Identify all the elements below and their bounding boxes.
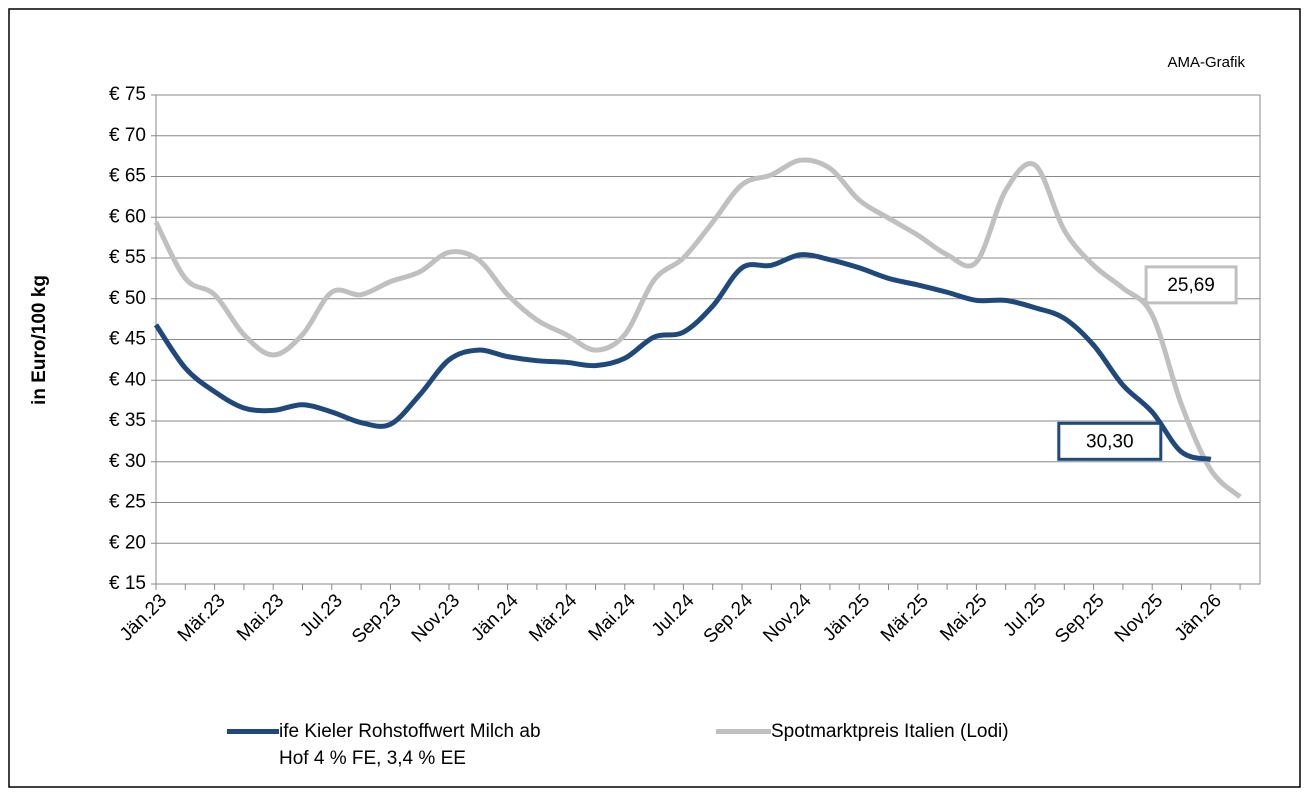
line xyxy=(153,157,1242,499)
y-tick-label: € 55 xyxy=(109,247,146,268)
y-tick-label: € 50 xyxy=(109,288,146,309)
annotation: AMA-Grafik xyxy=(1167,54,1245,71)
y-tick-label: € 30 xyxy=(109,451,146,472)
y-tick-label: € 65 xyxy=(109,166,146,187)
value-label: 30,30 xyxy=(1086,431,1134,452)
y-tick-label: € 75 xyxy=(109,84,146,105)
y-axis-label: in Euro/100 kg xyxy=(29,275,50,405)
y-tick-label: € 35 xyxy=(109,410,146,431)
y-tick-label: € 40 xyxy=(109,369,146,390)
y-tick-label: € 15 xyxy=(109,573,146,594)
legend-swatch xyxy=(716,729,771,734)
y-tick-label: € 70 xyxy=(109,125,146,146)
frame xyxy=(8,8,1301,788)
y-tick-label: € 60 xyxy=(109,206,146,227)
legend-item: Spotmarktpreis Italien (Lodi) xyxy=(716,718,1009,745)
legend-label: ife Kieler Rohstoffwert Milch ab Hof 4 %… xyxy=(279,721,541,769)
value-label: 25,69 xyxy=(1167,275,1215,296)
line xyxy=(153,252,1212,462)
legend-item: ife Kieler Rohstoffwert Milch ab Hof 4 %… xyxy=(227,718,557,772)
y-tick-label: € 45 xyxy=(109,329,146,350)
value-label-box xyxy=(1057,421,1163,461)
value-label-box xyxy=(1144,265,1238,305)
y-tick-label: € 20 xyxy=(109,532,146,553)
legend-label: Spotmarktpreis Italien (Lodi) xyxy=(771,721,1009,742)
legend-swatch xyxy=(227,729,279,734)
y-tick-label: € 25 xyxy=(109,492,146,513)
